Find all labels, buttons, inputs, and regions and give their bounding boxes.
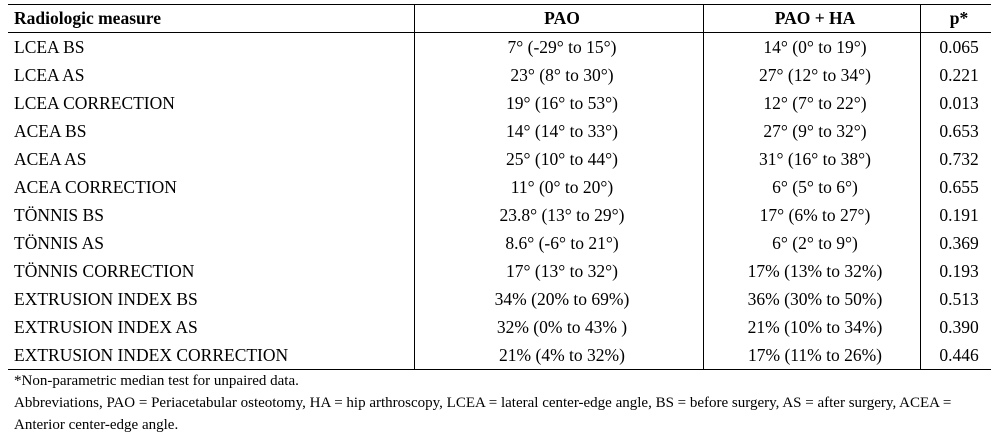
pao-cell: 23° (8° to 30°) <box>414 61 704 89</box>
table-row: EXTRUSION INDEX BS 34% (20% to 69%) 36% (3… <box>8 285 991 313</box>
table-row: TÖNNIS CORRECTION 17° (13° to 32°) 17% (13… <box>8 257 991 285</box>
measure-cell: EXTRUSION INDEX AS <box>8 313 415 341</box>
header-pao: PAO <box>414 4 704 33</box>
table-row: TÖNNIS AS 8.6° (-6° to 21°) 6° (2° to 9°) 0… <box>8 229 991 257</box>
measure-cell: TÖNNIS BS <box>8 201 415 229</box>
measure-cell: ACEA CORRECTION <box>8 173 415 201</box>
pao-ha-cell: 12° (7° to 22°) <box>703 89 921 117</box>
p-value-cell: 0.013 <box>939 92 979 113</box>
p-value-cell: 0.732 <box>939 148 979 169</box>
pao-cell: 7° (-29° to 15°) <box>414 32 704 61</box>
pao-ha-cell: 21% (10% to 34%) <box>703 313 921 341</box>
pao-cell: 8.6° (-6° to 21°) <box>414 229 704 257</box>
pao-ha-cell: 17° (6% to 27°) <box>703 201 921 229</box>
measure-cell: LCEA AS <box>8 61 415 89</box>
table-row: LCEA AS 23° (8° to 30°) 27° (12° to 34°) 0.… <box>8 61 991 89</box>
pao-cell: 17° (13° to 32°) <box>414 257 704 285</box>
pao-ha-cell: 17% (13% to 32%) <box>703 257 921 285</box>
footnote-abbreviations: Abbreviations, PAO = Periacetabular oste… <box>14 395 952 433</box>
measure-cell: LCEA CORRECTION <box>8 89 415 117</box>
measure-cell: EXTRUSION INDEX CORRECTION <box>8 341 415 370</box>
header-pao-ha: PAO + HA <box>703 4 921 33</box>
footnote-test: *Non-parametric median test for unpaired… <box>14 373 299 389</box>
p-value-cell: 0.653 <box>939 120 979 141</box>
pao-ha-cell: 27° (12° to 34°) <box>703 61 921 89</box>
p-value-cell: 0.446 <box>920 341 991 370</box>
p-value-cell: 0.193 <box>939 260 979 281</box>
pao-cell: 23.8° (13° to 29°) <box>414 201 704 229</box>
p-value-cell: 0.513 <box>939 288 979 309</box>
table-footnotes: *Non-parametric median test for unpaired… <box>14 370 989 436</box>
table-header: Radiologic measure PAO PAO + HA p* <box>8 4 991 33</box>
pao-ha-cell: 6° (5° to 6°) <box>703 173 921 201</box>
measure-cell: ACEA BS <box>8 117 415 145</box>
table-row: ACEA AS 25° (10° to 44°) 31° (16° to 38°) 0… <box>8 145 991 173</box>
header-radiologic-measure: Radiologic measure <box>8 4 415 33</box>
table-row: ACEA BS 14° (14° to 33°) 27° (9° to 32°) 0.… <box>8 117 991 145</box>
measure-cell: LCEA BS <box>8 32 415 61</box>
pao-ha-cell: 31° (16° to 38°) <box>703 145 921 173</box>
pao-cell: 19° (16° to 53°) <box>414 89 704 117</box>
p-value-cell: 0.191 <box>939 204 979 225</box>
pao-ha-cell: 6° (2° to 9°) <box>703 229 921 257</box>
p-value-cell: 0.065 <box>939 36 979 57</box>
pao-cell: 21% (4% to 32%) <box>414 341 704 370</box>
table-row: LCEA BS 7° (-29° to 15°) 14° (0° to 19°) 0.… <box>8 32 991 61</box>
pao-ha-cell: 17% (11% to 26%) <box>703 341 921 370</box>
p-value-cell: 0.221 <box>939 64 979 85</box>
header-row: Radiologic measure PAO PAO + HA p* <box>8 4 991 33</box>
table-row: EXTRUSION INDEX AS 32% (0% to 43% ) 21% (1… <box>8 313 991 341</box>
p-value-cell: 0.390 <box>939 316 979 337</box>
table-row: EXTRUSION INDEX CORRECTION 21% (4% to 32%… <box>8 341 991 370</box>
header-p-value: p* <box>920 4 991 33</box>
measure-cell: TÖNNIS AS <box>8 229 415 257</box>
pao-cell: 32% (0% to 43% ) <box>414 313 704 341</box>
table-row: LCEA CORRECTION 19° (16° to 53°) 12° (7° t… <box>8 89 991 117</box>
pao-ha-cell: 14° (0° to 19°) <box>703 32 921 61</box>
pao-cell: 34% (20% to 69%) <box>414 285 704 313</box>
pao-cell: 25° (10° to 44°) <box>414 145 704 173</box>
p-value-cell: 0.369 <box>939 232 979 253</box>
table-row: ACEA CORRECTION 11° (0° to 20°) 6° (5° to … <box>8 173 991 201</box>
measure-cell: TÖNNIS CORRECTION <box>8 257 415 285</box>
pao-cell: 14° (14° to 33°) <box>414 117 704 145</box>
p-value-cell: 0.655 <box>939 176 979 197</box>
table-body: LCEA BS 7° (-29° to 15°) 14° (0° to 19°) 0.… <box>8 32 991 370</box>
radiologic-measures-table: Radiologic measure PAO PAO + HA p* LCEA … <box>8 4 991 370</box>
pao-ha-cell: 36% (30% to 50%) <box>703 285 921 313</box>
measure-cell: ACEA AS <box>8 145 415 173</box>
pao-ha-cell: 27° (9° to 32°) <box>703 117 921 145</box>
table-row: TÖNNIS BS 23.8° (13° to 29°) 17° (6% to 27… <box>8 201 991 229</box>
measure-cell: EXTRUSION INDEX BS <box>8 285 415 313</box>
pao-cell: 11° (0° to 20°) <box>414 173 704 201</box>
